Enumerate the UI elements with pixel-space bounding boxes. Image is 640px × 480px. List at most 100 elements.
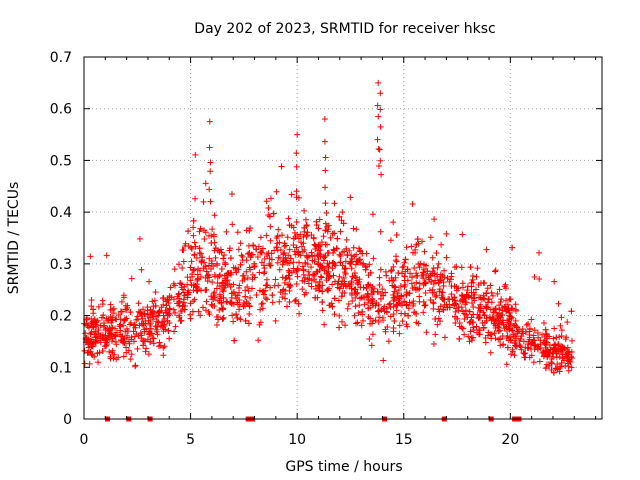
data-point [210,231,217,238]
data-point [499,319,506,326]
data-point [145,351,152,358]
data-point [273,188,280,195]
data-point [95,303,102,310]
data-point [446,304,453,311]
data-point [281,279,288,286]
data-point [566,348,573,355]
data-point [208,301,215,308]
data-point [238,252,245,259]
data-point [544,353,551,360]
data-point [284,303,291,310]
y-tick-label: 0.3 [50,257,72,273]
data-point [568,337,575,344]
data-point [416,264,423,271]
data-point [387,237,394,244]
data-point [392,284,399,291]
data-point [365,305,372,312]
data-point [540,319,547,326]
data-point [99,335,106,342]
data-point [405,312,412,319]
data-point [103,315,110,322]
data-point [99,301,106,308]
data-point [441,334,448,341]
data-point [261,270,268,277]
data-point [181,306,188,313]
data-point [331,200,338,207]
data-point [119,333,126,340]
data-point [206,118,213,125]
data-point [120,353,127,360]
data-point [110,305,117,312]
data-point [353,291,360,297]
data-point [111,333,118,340]
data-point [111,351,118,358]
data-point [304,254,311,261]
data-point [511,340,518,347]
data-point [267,195,274,202]
data-point [432,331,439,338]
x-tick-label: 10 [288,432,306,448]
data-point [320,233,327,240]
data-point [528,352,535,359]
data-point [497,299,504,306]
data-point [257,319,264,326]
data-point [302,216,309,223]
data-point [199,304,206,311]
data-point [511,352,518,359]
data-point [258,248,265,255]
data-point [494,290,501,297]
data-point [234,299,241,306]
data-point [430,305,437,312]
data-point [303,252,310,259]
data-point [413,279,420,286]
data-point [348,258,355,265]
data-point [532,342,539,349]
data-point [288,191,295,198]
data-point [155,319,162,326]
data-point [220,314,227,321]
data-point [223,228,230,235]
data-point [171,282,178,289]
data-point [123,334,130,341]
data-point [488,289,495,296]
data-point [359,308,366,315]
data-point [338,293,345,300]
data-point [370,255,377,262]
data-point [550,369,557,376]
data-point [530,337,537,344]
data-point [470,304,477,311]
data-point [506,309,513,316]
data-point [427,234,434,241]
data-point [265,250,272,257]
data-point [266,213,273,220]
data-point [476,314,483,321]
data-point [507,313,514,320]
data-point [197,250,204,257]
data-point [391,318,398,325]
data-point [342,322,349,329]
data-point [97,339,104,346]
data-point [295,248,302,255]
data-point [475,281,482,288]
data-point [184,291,191,298]
data-point [503,361,510,368]
data-point [312,285,319,292]
data-point [272,317,279,324]
data-point [404,277,411,284]
data-point [502,297,509,304]
data-point [303,221,310,228]
data-point [202,287,209,294]
data-point [480,324,487,331]
data-point [258,301,265,308]
data-point [209,279,216,286]
data-point [536,358,543,365]
data-point [347,194,354,201]
data-point [205,309,212,316]
data-point [565,367,572,374]
data-point [496,327,503,334]
data-point [229,312,236,319]
data-point [190,217,197,224]
data-point [502,281,509,288]
data-point [228,191,235,198]
data-point [459,231,466,238]
